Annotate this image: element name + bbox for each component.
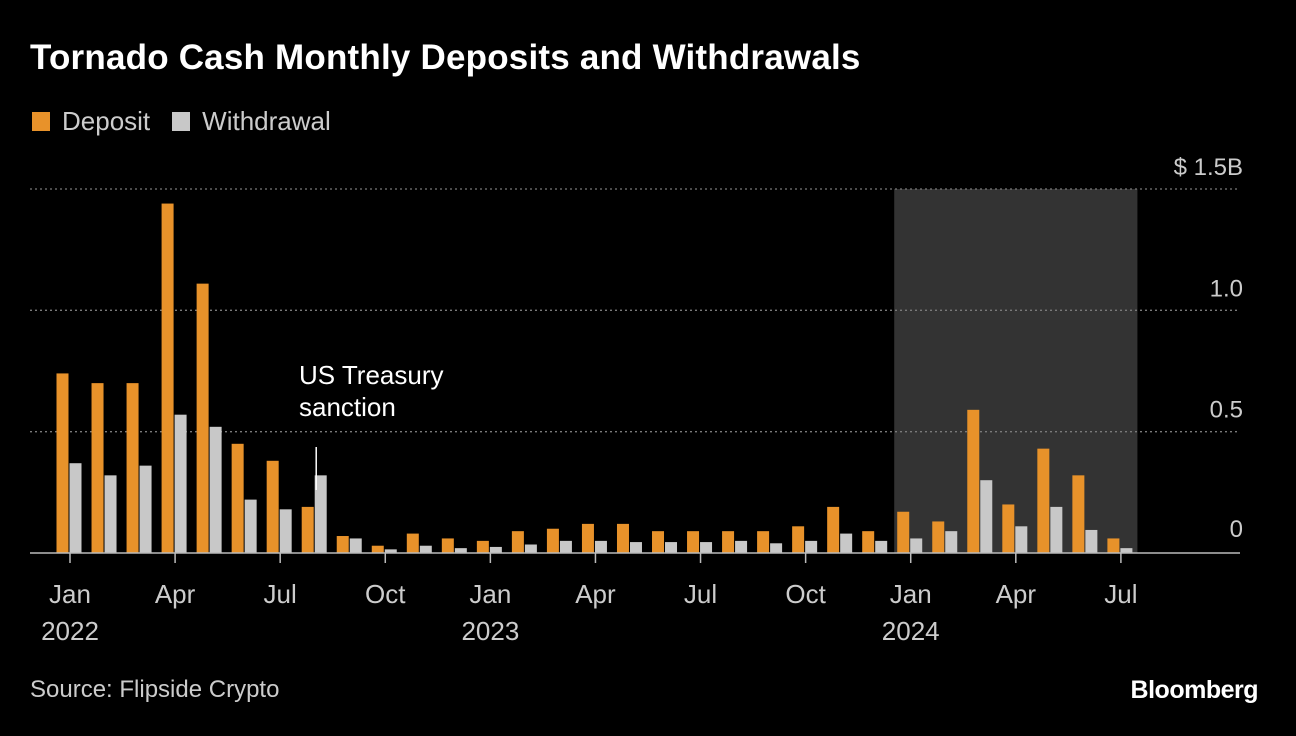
annotation-text: sanction — [299, 392, 396, 422]
x-tick-label: Jul — [264, 579, 297, 609]
bar-withdrawal — [104, 475, 117, 553]
legend: Deposit Withdrawal — [32, 106, 353, 137]
bar-deposit — [581, 523, 594, 553]
bar-deposit — [511, 531, 524, 553]
x-tick-label: Jan — [890, 579, 932, 609]
x-tick-label: Jul — [684, 579, 717, 609]
bar-withdrawal — [1085, 529, 1098, 553]
bar-withdrawal — [805, 540, 818, 553]
bar-withdrawal — [524, 544, 537, 553]
bar-deposit — [336, 536, 349, 553]
bar-deposit — [441, 538, 454, 553]
bar-deposit — [1002, 504, 1015, 553]
bar-deposit — [757, 531, 770, 553]
bar-deposit — [862, 531, 875, 553]
y-tick-label: 0 — [1230, 516, 1243, 543]
bar-deposit — [616, 523, 629, 553]
bar-withdrawal — [209, 426, 222, 553]
bar-deposit — [406, 533, 419, 553]
bar-withdrawal — [840, 533, 853, 553]
bar-withdrawal — [875, 540, 888, 553]
bar-withdrawal — [945, 531, 958, 553]
annotation-text: US Treasury — [299, 360, 444, 390]
bar-deposit — [722, 531, 735, 553]
bar-withdrawal — [910, 538, 923, 553]
x-tick-label: Jan — [469, 579, 511, 609]
bar-deposit — [652, 531, 665, 553]
chart-title: Tornado Cash Monthly Deposits and Withdr… — [30, 38, 861, 77]
bar-deposit — [476, 540, 489, 553]
x-tick-label: Jan — [49, 579, 91, 609]
bar-deposit — [126, 383, 139, 553]
source-note: Source: Flipside Crypto — [30, 676, 280, 703]
bar-deposit — [827, 506, 840, 553]
bar-withdrawal — [594, 540, 607, 553]
x-tick-label: Apr — [155, 579, 196, 609]
bar-deposit — [792, 526, 805, 553]
bar-deposit — [1072, 475, 1085, 553]
bar-withdrawal — [489, 546, 502, 553]
legend-label-deposit: Deposit — [62, 106, 151, 136]
bar-withdrawal — [1120, 548, 1133, 553]
bar-deposit — [897, 511, 910, 553]
highlight-band — [894, 189, 1138, 553]
y-tick-label: $ 1.5B — [1174, 154, 1243, 181]
bar-deposit — [546, 528, 559, 553]
bar-withdrawal — [314, 475, 327, 553]
y-tick-label: 1.0 — [1210, 275, 1243, 302]
bar-deposit — [266, 460, 279, 553]
x-tick-label: Apr — [996, 579, 1037, 609]
bar-deposit — [932, 521, 945, 553]
bar-withdrawal — [174, 414, 187, 553]
bloomberg-logo: Bloomberg — [1130, 676, 1259, 704]
bar-deposit — [161, 203, 174, 553]
bar-withdrawal — [980, 480, 993, 553]
y-tick-label: 0.5 — [1210, 397, 1243, 424]
bar-withdrawal — [454, 548, 467, 553]
bar-withdrawal — [69, 463, 82, 553]
bar-withdrawal — [735, 540, 748, 553]
bar-withdrawal — [279, 509, 292, 553]
legend-item-deposit: Deposit — [32, 106, 150, 137]
x-tick-label: Apr — [575, 579, 616, 609]
bar-deposit — [231, 443, 244, 553]
legend-swatch-deposit — [32, 112, 50, 131]
x-tick-label: Oct — [785, 579, 826, 609]
bar-withdrawal — [700, 542, 713, 553]
bar-withdrawal — [1050, 506, 1063, 553]
bar-deposit — [91, 383, 104, 553]
bar-deposit — [1037, 448, 1050, 553]
bar-deposit — [1107, 538, 1120, 553]
legend-item-withdrawal: Withdrawal — [172, 106, 331, 137]
bar-deposit — [687, 531, 700, 553]
bar-withdrawal — [349, 538, 362, 553]
bar-withdrawal — [384, 549, 397, 553]
legend-swatch-withdrawal — [172, 112, 191, 131]
bar-withdrawal — [665, 542, 678, 553]
legend-label-withdrawal: Withdrawal — [202, 106, 331, 136]
bar-deposit — [301, 506, 314, 553]
x-tick-year-label: 2022 — [41, 616, 99, 646]
bar-withdrawal — [1015, 526, 1028, 553]
bar-withdrawal — [139, 465, 152, 553]
bar-withdrawal — [559, 540, 572, 553]
bar-withdrawal — [419, 545, 432, 553]
bar-withdrawal — [244, 499, 257, 553]
x-tick-label: Jul — [1104, 579, 1137, 609]
bar-withdrawal — [770, 543, 783, 553]
x-tick-label: Oct — [365, 579, 406, 609]
bar-deposit — [56, 373, 69, 553]
x-tick-year-label: 2023 — [461, 616, 519, 646]
x-tick-year-label: 2024 — [882, 616, 940, 646]
bar-deposit — [196, 283, 209, 553]
bar-deposit — [967, 409, 980, 553]
bar-withdrawal — [629, 542, 642, 553]
bar-deposit — [371, 545, 384, 553]
